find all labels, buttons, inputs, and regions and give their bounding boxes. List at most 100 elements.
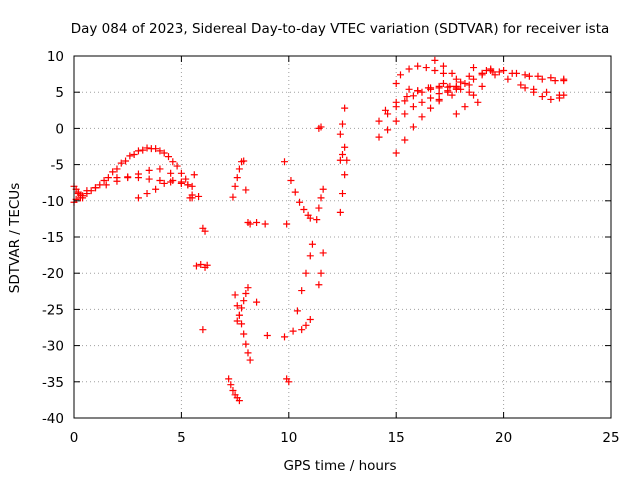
- data-point: [298, 326, 306, 334]
- x-axis-label: GPS time / hours: [283, 458, 396, 474]
- data-point: [409, 92, 417, 100]
- series-scatter-8h: [246, 219, 271, 339]
- data-point: [538, 75, 546, 83]
- data-point: [392, 149, 400, 157]
- series-arc-15: [315, 249, 327, 289]
- y-tick-label: -15: [42, 230, 64, 246]
- data-point: [173, 162, 181, 170]
- y-tick-label: -10: [42, 194, 64, 210]
- data-point: [195, 192, 203, 200]
- x-tick-label: 15: [388, 430, 405, 446]
- data-point: [339, 120, 346, 128]
- series-arc-30: [521, 84, 568, 103]
- data-point: [134, 174, 142, 182]
- data-point: [109, 168, 117, 176]
- data-point: [139, 146, 147, 154]
- data-point: [104, 174, 112, 182]
- data-point: [199, 326, 207, 334]
- data-point: [521, 71, 529, 79]
- series-arc-10: [233, 284, 252, 325]
- data-point: [229, 193, 237, 201]
- data-point: [242, 289, 250, 297]
- data-point: [145, 175, 153, 183]
- series-scatter-6h: [190, 171, 211, 334]
- data-point: [225, 375, 233, 383]
- series-arc-13: [298, 316, 314, 334]
- data-point: [165, 153, 173, 161]
- data-point: [317, 194, 325, 202]
- data-point: [283, 220, 291, 228]
- data-point: [560, 91, 568, 99]
- data-point: [126, 152, 134, 160]
- data-point: [478, 69, 486, 77]
- data-point: [427, 94, 435, 102]
- data-point: [156, 177, 164, 185]
- y-tick-label: -5: [51, 158, 64, 174]
- data-point: [240, 297, 248, 305]
- data-point: [240, 330, 248, 338]
- data-point: [405, 85, 413, 93]
- data-point: [244, 284, 252, 292]
- series-arc-26: [452, 82, 486, 118]
- data-point: [91, 184, 99, 192]
- data-point: [261, 220, 269, 228]
- data-point: [319, 185, 327, 193]
- data-point: [396, 71, 404, 79]
- data-point: [240, 157, 248, 165]
- data-point: [287, 177, 295, 185]
- data-point: [134, 147, 142, 155]
- data-point: [427, 104, 435, 112]
- data-point: [555, 94, 563, 102]
- data-point: [160, 179, 168, 187]
- data-point: [190, 171, 198, 179]
- series-arc-6: [70, 182, 87, 202]
- data-point: [201, 227, 209, 235]
- data-point: [186, 194, 194, 202]
- data-point: [457, 85, 465, 93]
- data-point: [452, 75, 460, 83]
- data-point: [96, 181, 104, 189]
- data-point: [167, 169, 175, 177]
- data-point: [470, 91, 478, 99]
- grid-lines: [74, 56, 611, 418]
- data-point: [495, 68, 503, 76]
- series-arc-1: [70, 144, 196, 206]
- data-point: [551, 77, 559, 85]
- data-point: [401, 136, 409, 144]
- data-point: [409, 123, 417, 131]
- data-point: [504, 75, 512, 83]
- data-point: [474, 98, 482, 106]
- data-point: [134, 194, 142, 202]
- data-point: [293, 307, 301, 315]
- data-point: [336, 156, 344, 164]
- data-point: [418, 88, 426, 96]
- data-point: [231, 291, 239, 299]
- data-point: [156, 165, 164, 173]
- data-point: [341, 143, 349, 151]
- data-point: [152, 185, 160, 193]
- y-tick-label: 5: [55, 85, 64, 101]
- data-point: [79, 194, 87, 202]
- data-point: [341, 104, 349, 112]
- data-point: [538, 93, 546, 101]
- y-axis-label: SDTVAR / TECUs: [7, 183, 23, 293]
- data-point: [145, 166, 153, 174]
- data-point: [405, 65, 413, 73]
- data-point: [435, 82, 443, 90]
- data-point: [319, 249, 327, 257]
- data-point: [177, 169, 185, 177]
- data-point: [547, 74, 555, 82]
- data-point: [188, 182, 196, 190]
- data-point: [457, 78, 465, 86]
- series-arc-2: [72, 145, 196, 203]
- data-point: [281, 333, 289, 341]
- data-point: [117, 159, 125, 167]
- data-point: [375, 133, 383, 141]
- data-point: [233, 317, 241, 325]
- data-point: [381, 106, 389, 114]
- series-scatter-11h: [315, 123, 325, 132]
- series-scatter-12h: [336, 104, 349, 138]
- series-arc-20: [392, 81, 473, 157]
- data-point: [253, 219, 261, 227]
- y-tick-labels: -40 -35 -30 -25 -20 -15 -10 -5 0 5 10: [42, 49, 64, 427]
